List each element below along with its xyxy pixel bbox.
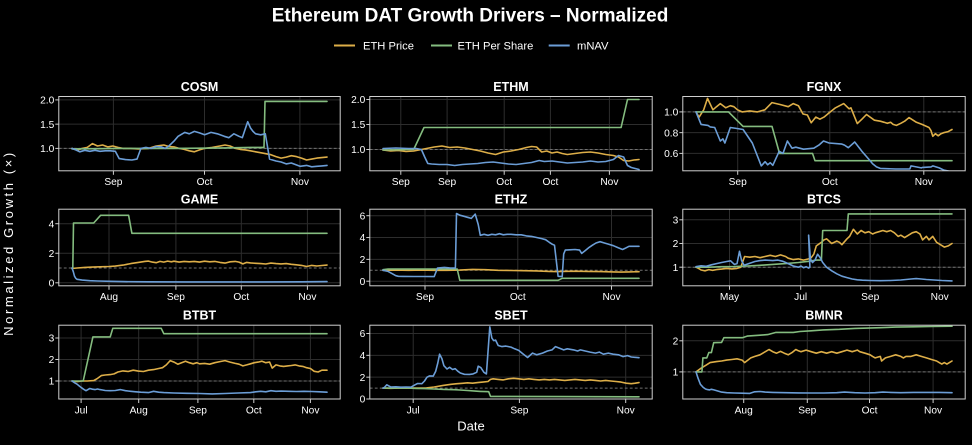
svg-text:Oct: Oct (197, 177, 213, 188)
svg-text:1.0: 1.0 (40, 144, 54, 155)
svg-text:2: 2 (360, 373, 366, 384)
svg-text:Sep: Sep (798, 405, 816, 416)
svg-text:6: 6 (360, 211, 366, 222)
svg-text:Nov: Nov (298, 292, 317, 303)
svg-text:Nov: Nov (924, 405, 943, 416)
svg-text:1.0: 1.0 (351, 145, 365, 156)
svg-text:0: 0 (360, 277, 366, 288)
svg-text:SBET: SBET (494, 309, 528, 323)
svg-text:Oct: Oct (246, 405, 262, 416)
svg-text:0: 0 (49, 278, 55, 289)
svg-text:Nov: Nov (617, 405, 636, 416)
svg-text:2: 2 (673, 336, 679, 347)
svg-text:4: 4 (360, 351, 366, 362)
svg-text:ETH Per Share: ETH Per Share (458, 41, 534, 53)
svg-text:Jul: Jul (794, 292, 807, 303)
svg-text:0.6: 0.6 (664, 149, 678, 160)
svg-text:2: 2 (49, 249, 55, 260)
svg-text:Nov: Nov (600, 177, 619, 188)
svg-text:2: 2 (49, 355, 55, 366)
svg-text:1.0: 1.0 (664, 108, 678, 119)
svg-text:Oct: Oct (496, 177, 512, 188)
svg-text:2: 2 (360, 255, 366, 266)
svg-text:Aug: Aug (130, 405, 148, 416)
svg-text:BTCS: BTCS (807, 193, 841, 207)
svg-text:Sep: Sep (729, 177, 747, 188)
svg-text:Aug: Aug (100, 292, 118, 303)
svg-text:Sep: Sep (416, 292, 434, 303)
svg-text:Oct: Oct (822, 177, 838, 188)
svg-text:4: 4 (49, 219, 55, 230)
svg-text:Jul: Jul (75, 405, 88, 416)
svg-text:FGNX: FGNX (807, 80, 842, 94)
svg-text:Nov: Nov (301, 405, 320, 416)
svg-text:Sep: Sep (438, 177, 456, 188)
svg-text:Sep: Sep (861, 292, 879, 303)
svg-text:BTBT: BTBT (183, 309, 217, 323)
svg-text:ETHZ: ETHZ (495, 193, 528, 207)
svg-text:1.5: 1.5 (40, 120, 54, 131)
svg-text:Nov: Nov (915, 177, 934, 188)
svg-text:mNAV: mNAV (577, 41, 609, 53)
svg-text:3: 3 (673, 215, 679, 226)
svg-text:Nov: Nov (291, 177, 310, 188)
svg-text:Date: Date (457, 419, 484, 434)
svg-text:0.8: 0.8 (664, 128, 678, 139)
svg-text:Sep: Sep (189, 405, 207, 416)
svg-text:2.0: 2.0 (40, 96, 54, 107)
svg-text:Sep: Sep (510, 405, 528, 416)
svg-text:4: 4 (360, 233, 366, 244)
svg-text:Ethereum DAT Growth Drivers –: Ethereum DAT Growth Drivers – Normalized (272, 6, 669, 27)
svg-text:BMNR: BMNR (805, 309, 843, 323)
svg-text:Sep: Sep (392, 177, 410, 188)
svg-text:1.5: 1.5 (351, 120, 365, 131)
svg-text:Normalized Growth (×): Normalized Growth (×) (1, 150, 16, 336)
svg-text:Oct: Oct (862, 405, 878, 416)
svg-text:ETH Price: ETH Price (363, 41, 414, 53)
svg-text:ETHM: ETHM (493, 80, 528, 94)
svg-text:2: 2 (673, 239, 679, 250)
svg-text:3: 3 (49, 334, 55, 345)
svg-text:Sep: Sep (167, 292, 185, 303)
svg-text:1: 1 (673, 368, 679, 379)
svg-text:1: 1 (49, 377, 55, 388)
svg-text:1: 1 (673, 263, 679, 274)
svg-text:Nov: Nov (931, 292, 950, 303)
svg-text:6: 6 (360, 329, 366, 340)
svg-text:May: May (720, 292, 740, 303)
svg-text:GAME: GAME (181, 193, 219, 207)
svg-text:Oct: Oct (233, 292, 249, 303)
svg-text:2.0: 2.0 (351, 95, 365, 106)
svg-text:Oct: Oct (510, 292, 526, 303)
svg-text:Oct: Oct (542, 177, 558, 188)
svg-text:COSM: COSM (181, 80, 219, 94)
svg-text:Sep: Sep (104, 177, 122, 188)
svg-text:Nov: Nov (602, 292, 621, 303)
svg-text:Jul: Jul (407, 405, 420, 416)
svg-text:Aug: Aug (735, 405, 753, 416)
svg-text:0: 0 (360, 395, 366, 406)
